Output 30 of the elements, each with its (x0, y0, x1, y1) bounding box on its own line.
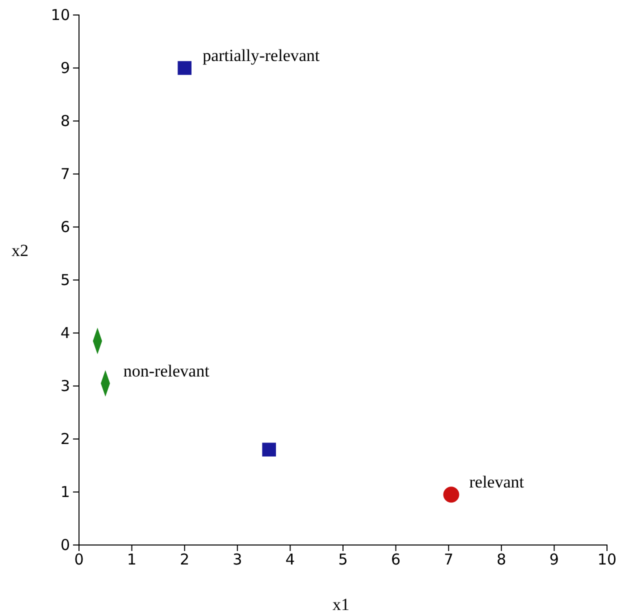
x-tick-label: 10 (597, 550, 617, 569)
x-tick-label: 6 (391, 550, 401, 569)
y-tick-label: 7 (60, 164, 70, 183)
point (443, 486, 460, 503)
y-tick-label: 0 (60, 536, 70, 554)
x-tick-label: 4 (285, 550, 295, 569)
series-label: partially-relevant (202, 46, 320, 65)
x-tick-label: 0 (74, 550, 84, 569)
y-axis-title: x2 (12, 241, 28, 260)
y-tick-label: 1 (60, 482, 70, 501)
x-tick-label: 1 (127, 550, 137, 569)
x-tick-label: 5 (338, 550, 348, 569)
y-tick-label: 10 (50, 6, 70, 24)
y-tick-label: 5 (60, 270, 70, 289)
y-tick-label: 4 (60, 324, 70, 342)
y-tick-label: 8 (60, 112, 70, 130)
x-tick-label: 7 (444, 550, 454, 569)
x-tick-label: 2 (180, 550, 190, 569)
y-tick-label: 3 (60, 376, 70, 395)
y-tick-label: 2 (60, 430, 70, 448)
x-tick-label: 3 (232, 550, 242, 569)
y-tick-label: 9 (60, 58, 70, 77)
x-tick-label: 9 (549, 550, 559, 569)
y-tick-label: 6 (60, 218, 70, 236)
x-axis-title: x1 (332, 595, 350, 614)
series-label: relevant (469, 472, 524, 492)
series-label: non-relevant (123, 361, 210, 380)
x-tick-label: 8 (496, 550, 506, 569)
point (178, 61, 192, 75)
point (262, 442, 276, 456)
